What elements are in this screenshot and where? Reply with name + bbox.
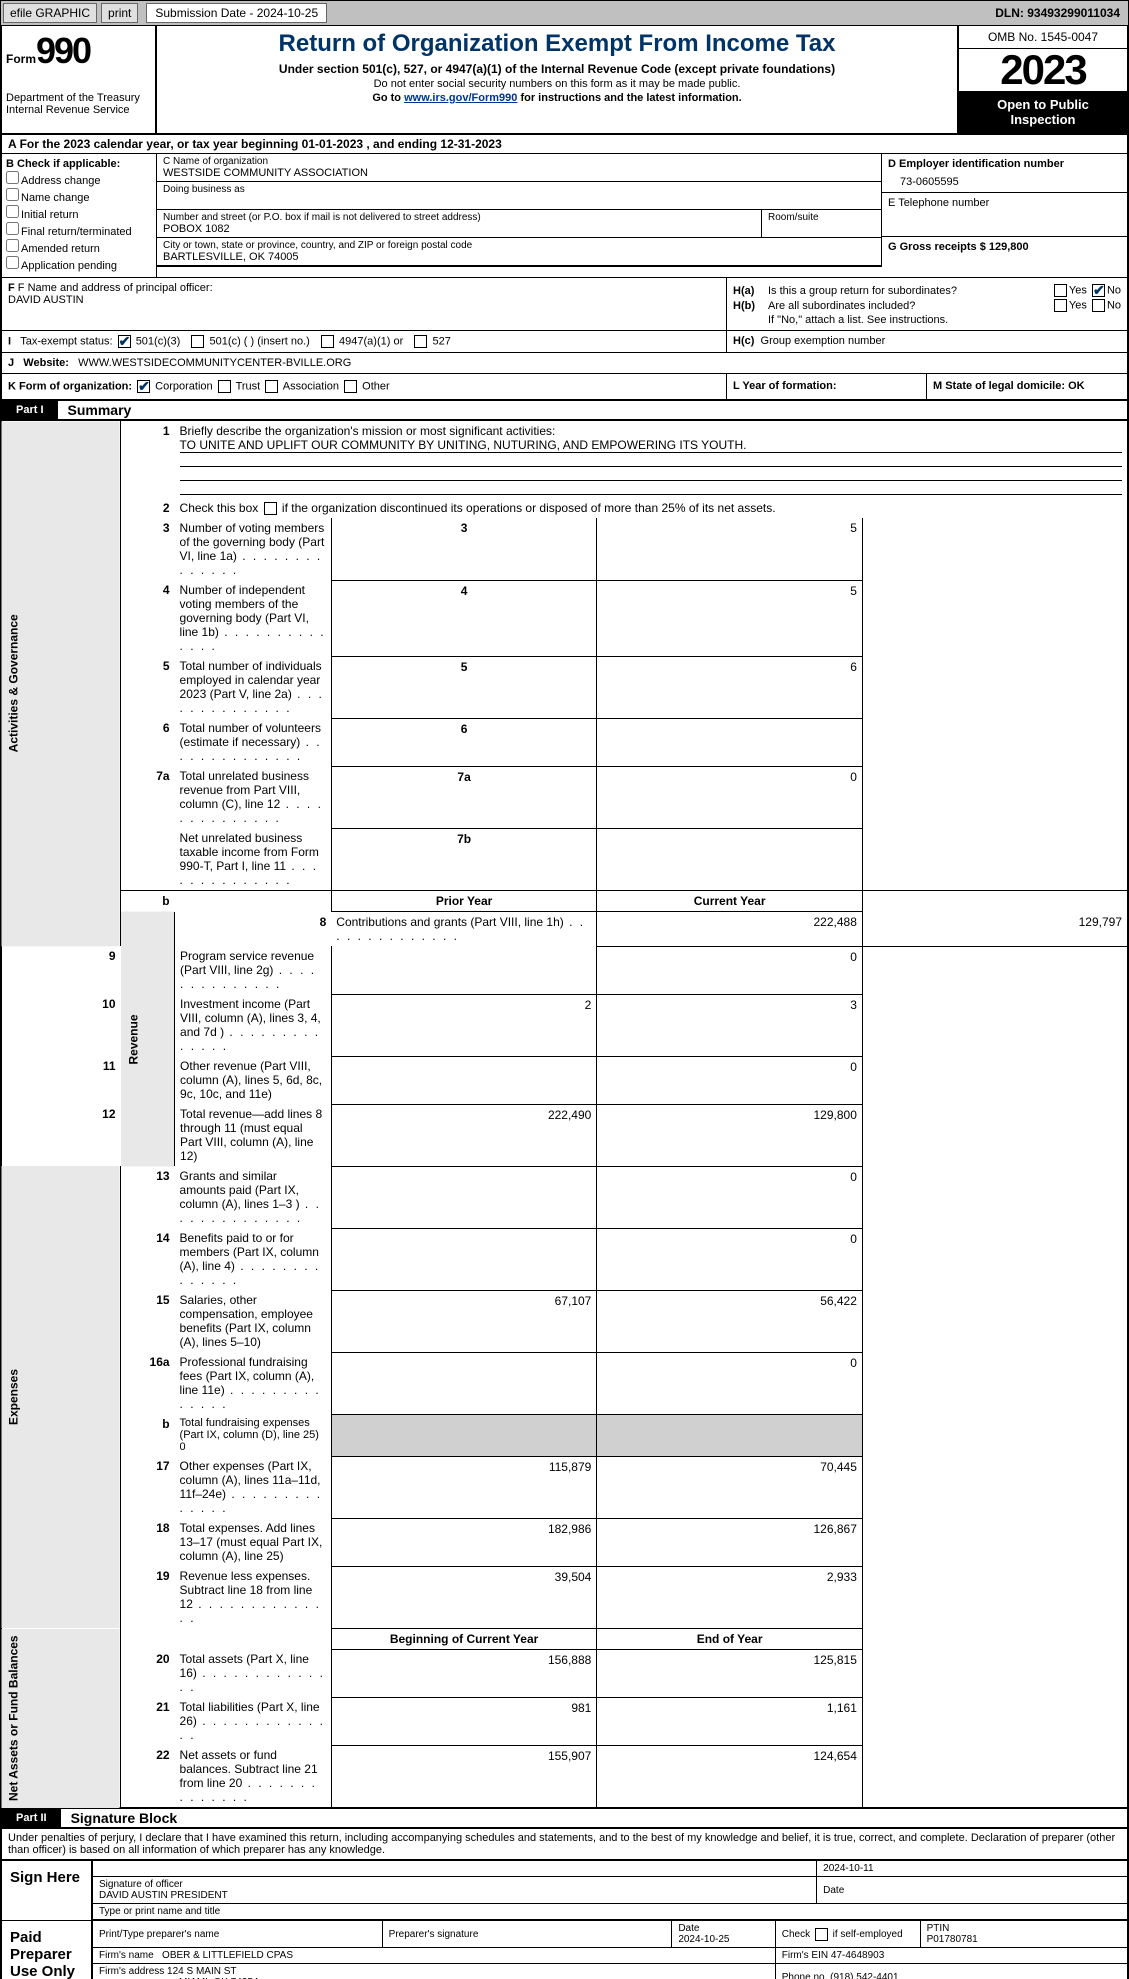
form-org-row: K Form of organization: Corporation Trus… <box>2 374 727 399</box>
hb-no[interactable] <box>1092 299 1105 312</box>
chk-discontinued[interactable] <box>264 502 277 515</box>
mission: TO UNITE AND UPLIFT OUR COMMUNITY BY UNI… <box>180 438 1122 453</box>
chk-corp[interactable] <box>137 380 150 393</box>
chk-initial[interactable]: Initial return <box>6 205 152 221</box>
addr-label: Number and street (or P.O. box if mail i… <box>163 212 755 223</box>
tax-year: 2023 <box>959 49 1127 91</box>
dba-label: Doing business as <box>163 184 875 195</box>
ha-yes[interactable] <box>1054 284 1067 297</box>
submission-date: Submission Date - 2024-10-25 <box>146 3 327 23</box>
irs-link[interactable]: www.irs.gov/Form990 <box>404 92 517 104</box>
ssn-note: Do not enter social security numbers on … <box>161 78 953 90</box>
firm-name: OBER & LITTLEFIELD CPAS <box>162 1950 293 1961</box>
chk-527[interactable] <box>414 335 427 348</box>
chk-pending[interactable]: Application pending <box>6 256 152 272</box>
open-inspection: Open to Public Inspection <box>959 91 1127 133</box>
summary-table: Activities & Governance 1 Briefly descri… <box>0 421 1129 1809</box>
efile-button[interactable]: efile GRAPHIC <box>3 3 97 23</box>
line-2: Check this box if the organization disco… <box>175 498 1128 518</box>
part-ii-header: Part IISignature Block <box>0 1809 1129 1829</box>
chk-address[interactable]: Address change <box>6 171 152 187</box>
org-name: WESTSIDE COMMUNITY ASSOCIATION <box>163 167 875 179</box>
chk-final[interactable]: Final return/terminated <box>6 222 152 238</box>
ein: 73-0605595 <box>888 170 1121 188</box>
chk-501c3[interactable] <box>118 335 131 348</box>
officer-label: F F Name and address of principal office… <box>8 282 720 294</box>
state-domicile: M State of legal domicile: OK <box>927 374 1127 399</box>
chk-assoc[interactable] <box>265 380 278 393</box>
chk-self-employed[interactable] <box>815 1928 828 1941</box>
form-header: Form990 Department of the Treasury Inter… <box>0 26 1129 135</box>
goto-note: Go to www.irs.gov/Form990 for instructio… <box>161 92 953 104</box>
form-number: Form990 <box>6 30 151 72</box>
row-a: A For the 2023 calendar year, or tax yea… <box>2 135 1127 154</box>
penalties: Under penalties of perjury, I declare th… <box>0 1829 1129 1861</box>
dln: DLN: 93493299011034 <box>995 6 1126 20</box>
part-i-header: Part ISummary <box>0 401 1129 421</box>
chk-501c[interactable] <box>191 335 204 348</box>
tax-exempt-row: I Tax-exempt status: 501(c)(3) 501(c) ( … <box>2 331 727 352</box>
tab-expenses: Expenses <box>1 1166 121 1628</box>
tab-revenue: Revenue <box>121 912 175 1167</box>
ein-label: D Employer identification number <box>888 158 1064 170</box>
dept-label: Department of the Treasury Internal Reve… <box>6 92 151 116</box>
org-name-label: C Name of organization <box>163 156 875 167</box>
city: BARTLESVILLE, OK 74005 <box>163 251 875 263</box>
firm-ein: 47-4648903 <box>831 1950 884 1961</box>
gross-receipts: G Gross receipts $ 129,800 <box>888 241 1029 253</box>
paid-preparer-label: Paid Preparer Use Only <box>2 1921 92 1979</box>
room-label: Room/suite <box>768 212 875 223</box>
phone-label: E Telephone number <box>888 197 989 209</box>
tab-activities: Activities & Governance <box>1 421 121 946</box>
ha-label: Is this a group return for subordinates? <box>768 285 957 297</box>
top-toolbar: efile GRAPHIC print Submission Date - 20… <box>0 0 1129 26</box>
print-button[interactable]: print <box>101 3 138 23</box>
chk-4947[interactable] <box>321 335 334 348</box>
website: WWW.WESTSIDECOMMUNITYCENTER-BVILLE.ORG <box>78 357 351 369</box>
ha-no[interactable] <box>1092 284 1105 297</box>
hb-note: If "No," attach a list. See instructions… <box>733 314 1121 326</box>
ptin: P01780781 <box>927 1934 978 1945</box>
tab-net: Net Assets or Fund Balances <box>1 1628 121 1808</box>
form-subtitle: Under section 501(c), 527, or 4947(a)(1)… <box>161 62 953 76</box>
chk-amended[interactable]: Amended return <box>6 239 152 255</box>
year-formation: L Year of formation: <box>727 374 927 399</box>
firm-addr: 124 S MAIN ST <box>167 1966 236 1977</box>
officer-name: DAVID AUSTIN <box>8 294 720 306</box>
hb-label: Are all subordinates included? <box>768 300 915 312</box>
officer-sig: DAVID AUSTIN PRESIDENT <box>99 1890 228 1901</box>
addr: POBOX 1082 <box>163 223 755 235</box>
hc-row: H(c) Group exemption number <box>727 331 1127 352</box>
chk-name[interactable]: Name change <box>6 188 152 204</box>
chk-other[interactable] <box>344 380 357 393</box>
chk-trust[interactable] <box>218 380 231 393</box>
form-title: Return of Organization Exempt From Incom… <box>161 30 953 58</box>
sign-here-label: Sign Here <box>2 1861 92 1920</box>
city-label: City or town, state or province, country… <box>163 240 875 251</box>
hb-yes[interactable] <box>1054 299 1067 312</box>
section-b: B Check if applicable: Address change Na… <box>2 154 157 277</box>
firm-phone: (918) 542-4401 <box>830 1972 898 1979</box>
